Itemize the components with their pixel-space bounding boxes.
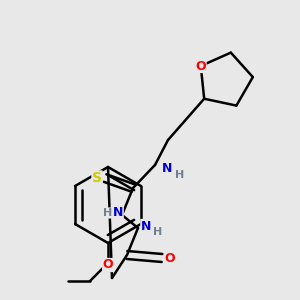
Text: N: N (162, 161, 172, 175)
Text: H: H (153, 227, 163, 237)
Text: N: N (113, 206, 123, 220)
Text: H: H (176, 170, 184, 180)
Text: O: O (195, 59, 206, 73)
Text: N: N (141, 220, 151, 232)
Text: S: S (92, 171, 102, 185)
Text: O: O (103, 259, 113, 272)
Text: H: H (103, 208, 112, 218)
Text: O: O (165, 251, 175, 265)
